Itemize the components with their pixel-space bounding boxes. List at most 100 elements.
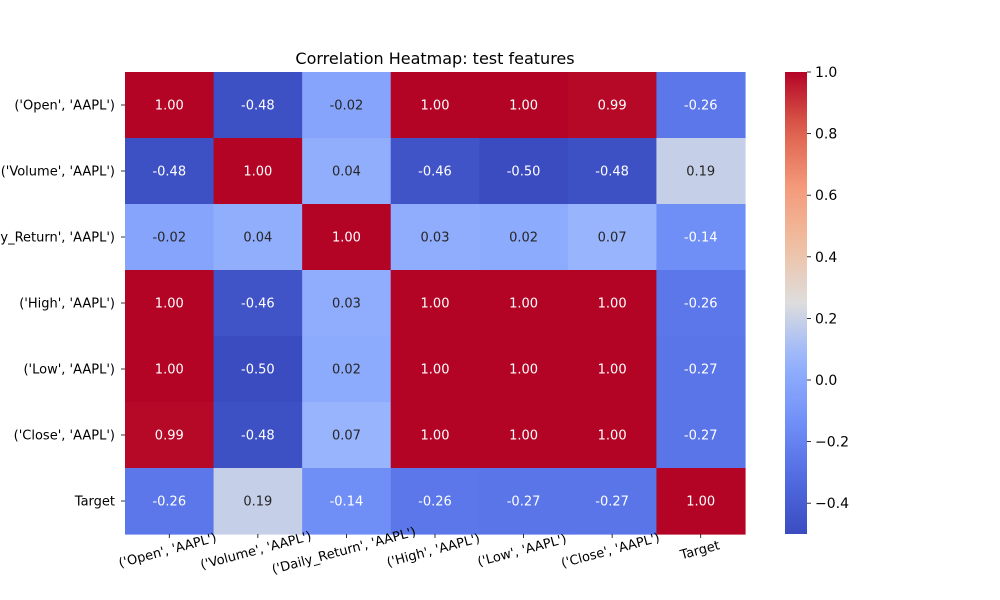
heatmap-cell-value: -0.26 [684, 297, 718, 312]
colorbar: −0.4 −0.2 0.0 0.2 0.4 0.6 0.8 1.0 [785, 65, 849, 534]
heatmap-cell-value: 1.00 [686, 495, 715, 510]
heatmap-cell-value: 0.99 [155, 429, 184, 444]
heatmap-cell [656, 336, 746, 403]
heatmap-cell [479, 204, 569, 271]
heatmap-cell-value: -0.27 [595, 495, 629, 510]
heatmap-cell [567, 270, 658, 337]
heatmap-cell-value: -0.46 [241, 297, 275, 312]
heatmap-cell-value: 1.00 [421, 99, 450, 114]
row-tick-label: ('Daily_Return', 'AAPL') [0, 231, 115, 246]
heatmap-cell [567, 72, 658, 139]
heatmap-cell [479, 138, 569, 205]
heatmap-cell [479, 270, 569, 337]
colorbar-tick-label: 0.6 [815, 188, 837, 204]
heatmap-cell-value: 1.00 [421, 363, 450, 378]
heatmap-cell [125, 270, 215, 337]
heatmap-cell-value: 1.00 [155, 99, 184, 114]
heatmap-cell [567, 336, 658, 403]
colorbar-tick-label: 0.8 [815, 127, 837, 143]
heatmap-cell-value: -0.27 [684, 429, 718, 444]
heatmap-cell-value: 1.00 [598, 363, 627, 378]
heatmap-cell-value: -0.48 [152, 165, 186, 180]
heatmap-cell [567, 138, 658, 205]
heatmap-cell-value: -0.48 [241, 99, 275, 114]
column-tick-label: Target [678, 538, 722, 563]
heatmap-cell-value: -0.26 [152, 495, 186, 510]
heatmap-cell [656, 402, 746, 469]
heatmap-cell [390, 72, 480, 139]
row-tick-labels: ('Open', 'AAPL') ('Volume', 'AAPL') ('Dail… [0, 99, 125, 510]
heatmap-cell [390, 336, 480, 403]
heatmap-cell [213, 402, 303, 469]
heatmap-cell [125, 336, 215, 403]
heatmap-cell-value: -0.14 [330, 495, 364, 510]
heatmap-cell-value: 1.00 [509, 429, 538, 444]
heatmap-cell-value: 1.00 [509, 99, 538, 114]
heatmap-cell [479, 468, 569, 535]
heatmap-cell [125, 468, 215, 535]
heatmap-cell [390, 138, 480, 205]
heatmap-cell [213, 270, 303, 337]
row-tick-label: ('Open', 'AAPL') [14, 99, 115, 114]
heatmap-cell [390, 468, 480, 535]
heatmap-cell [390, 270, 480, 337]
heatmap-cell-value: 0.07 [332, 429, 361, 444]
heatmap-cell [213, 336, 303, 403]
heatmap-cell-value: -0.02 [330, 99, 364, 114]
heatmap-cell [125, 138, 215, 205]
heatmap-cell-value: 0.02 [509, 231, 538, 246]
heatmap-cell-value: -0.02 [152, 231, 186, 246]
colorbar-tick-label: −0.4 [815, 496, 849, 512]
heatmap-cell-value: -0.26 [418, 495, 452, 510]
heatmap-cell [302, 204, 392, 271]
heatmap-cell-value: 1.00 [509, 363, 538, 378]
heatmap-cell [302, 270, 392, 337]
heatmap-cells: 1.00 -0.48 -0.02 1.00 1.00 0.99 -0.26 -0.48 1.00… [125, 72, 746, 535]
heatmap-cell-value: 1.00 [509, 297, 538, 312]
heatmap-cell [656, 204, 746, 271]
row-tick-label: ('Volume', 'AAPL') [1, 165, 115, 180]
heatmap-cell-value: -0.50 [241, 363, 275, 378]
heatmap-cell-value: -0.50 [507, 165, 541, 180]
heatmap-cell [302, 402, 392, 469]
heatmap-cell-value: 0.19 [686, 165, 715, 180]
heatmap-cell-value: 1.00 [598, 297, 627, 312]
row-tick-label: ('Close', 'AAPL') [14, 429, 115, 444]
row-tick-label: ('High', 'AAPL') [19, 297, 115, 312]
heatmap-cell [302, 468, 392, 535]
heatmap-cell [656, 468, 746, 535]
column-tick-label: ('Close', 'AAPL') [560, 531, 662, 572]
heatmap-cell-value: 1.00 [598, 429, 627, 444]
chart-title: Correlation Heatmap: test features [295, 49, 574, 68]
heatmap-cell [302, 72, 392, 139]
heatmap-cell-value: -0.48 [595, 165, 629, 180]
heatmap-cell-value: 0.19 [243, 495, 272, 510]
heatmap-cell-value: -0.14 [684, 231, 718, 246]
column-tick-label: ('Low', 'AAPL') [476, 532, 568, 570]
heatmap-cell [567, 204, 658, 271]
heatmap-cell-value: 0.02 [332, 363, 361, 378]
heatmap-cell [390, 204, 480, 271]
heatmap-cell-value: -0.27 [507, 495, 541, 510]
heatmap-cell [125, 72, 215, 139]
heatmap-cell-value: 0.07 [598, 231, 627, 246]
heatmap-cell [213, 72, 303, 139]
row-tick-label: Target [74, 495, 115, 510]
heatmap-cell [479, 72, 569, 139]
heatmap-cell-value: -0.46 [418, 165, 452, 180]
heatmap-cell-value: 0.03 [421, 231, 450, 246]
heatmap-cell-value: 0.04 [243, 231, 272, 246]
heatmap-cell [479, 336, 569, 403]
colorbar-tick-label: 0.2 [815, 311, 837, 327]
heatmap-cell [213, 204, 303, 271]
row-tick-label: ('Low', 'AAPL') [23, 363, 115, 378]
heatmap-cell-value: 0.99 [598, 99, 627, 114]
heatmap-cell-value: 0.03 [332, 297, 361, 312]
heatmap-cell-value: -0.26 [684, 99, 718, 114]
heatmap-cell [567, 402, 658, 469]
heatmap-cell [125, 204, 215, 271]
heatmap-cell [302, 336, 392, 403]
heatmap-cell-value: 1.00 [421, 429, 450, 444]
